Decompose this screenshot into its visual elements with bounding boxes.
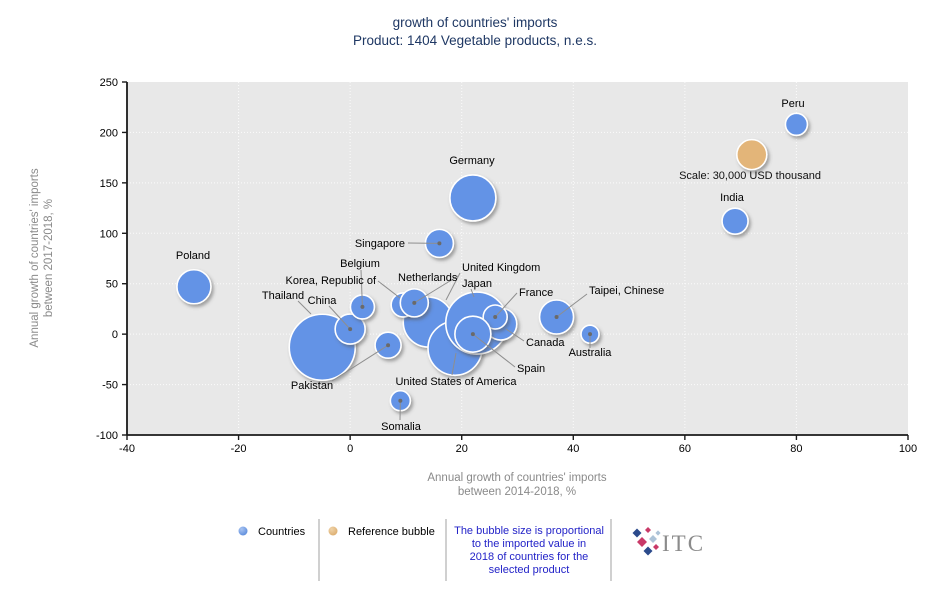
leader-line-france (494, 292, 518, 318)
legend-countries-dot (238, 526, 248, 536)
itc-logo-diamond (649, 535, 657, 543)
x-tick-label-80: 80 (790, 443, 802, 455)
tick-labels: -40 -20 0 20 40 60 80 100 -100 -50 0 50 100 150 200 250 (96, 77, 917, 455)
bubble-label-india: India (720, 192, 745, 204)
leader-line-thailand (297, 300, 312, 315)
leader-line-taipei-chinese (556, 293, 588, 318)
bubble-label-poland: Poland (176, 250, 210, 262)
bubble-label-united-kingdom: United Kingdom (462, 262, 540, 274)
legend-note-line2: to the imported value in (472, 538, 586, 550)
bubble-label-taipei-chinese: Taipei, Chinese (589, 285, 664, 297)
itc-logo-icon (632, 527, 661, 556)
itc-logo-diamond (643, 546, 653, 556)
itc-logo: ITC (632, 527, 705, 556)
bubble-label-china: China (308, 295, 338, 307)
bubble-label-canada: Canada (526, 337, 565, 349)
bubble-label-japan: Japan (462, 278, 492, 290)
x-tick-label--20: -20 (231, 443, 247, 455)
bubble-poland[interactable] (176, 268, 212, 305)
legend-note-line3: 2018 of countries for the (470, 551, 589, 563)
x-axis-title-line1: Annual growth of countries' imports (427, 472, 607, 484)
bubble-label-singapore: Singapore (355, 238, 405, 250)
bubble-center-dot-belgium (360, 304, 365, 309)
bubble-center-dot-china (348, 327, 353, 332)
leader-line-netherlands (414, 275, 459, 304)
bubble-germany[interactable] (449, 174, 497, 222)
bubble-label-germany: Germany (449, 155, 495, 167)
axes (122, 81, 909, 440)
itc-logo-diamond (632, 528, 642, 538)
y-tick-label-50: 50 (106, 279, 118, 291)
bubble-label-pakistan: Pakistan (291, 380, 333, 392)
bubbles-layer (176, 112, 809, 412)
leader-line-canada (505, 328, 525, 342)
itc-logo-diamond (655, 530, 661, 536)
bubble-label-peru: Peru (781, 98, 804, 110)
x-tick-label--40: -40 (119, 443, 135, 455)
leader-line-belgium (360, 269, 363, 307)
x-tick-label-60: 60 (679, 443, 691, 455)
y-tick-label-0: 0 (112, 329, 118, 341)
itc-logo-diamond (653, 544, 659, 550)
legend-reference-label: Reference bubble (348, 526, 435, 538)
bubble-center-dot-singapore (437, 241, 442, 246)
leader-line-korea-republic-of (377, 280, 401, 299)
x-tick-label-20: 20 (456, 443, 468, 455)
legend: Countries Reference bubble The bubble si… (238, 519, 612, 581)
bubble-label-belgium: Belgium (340, 258, 380, 270)
y-tick-label-250: 250 (100, 77, 118, 89)
reference-bubble (735, 138, 768, 171)
y-tick-label-200: 200 (100, 127, 118, 139)
y-tick-label--50: -50 (102, 380, 118, 392)
itc-logo-diamond (645, 527, 651, 533)
bubble-label-france: France (519, 287, 553, 299)
leader-line-pakistan (331, 344, 389, 382)
reference-scale-label: Scale: 30,000 USD thousand (679, 170, 821, 182)
x-tick-label-40: 40 (567, 443, 579, 455)
bubble-center-dot-spain (470, 332, 475, 337)
bubble-center-dot-somalia (398, 398, 403, 403)
y-axis-title-line2: between 2017-2018, % (43, 199, 55, 317)
chart-title-line2: Product: 1404 Vegetable products, n.e.s. (353, 33, 597, 48)
y-axis-title-line1: Annual growth of countries' imports (29, 168, 41, 348)
x-axis-title-line2: between 2014-2018, % (458, 486, 576, 498)
itc-logo-text: ITC (662, 531, 705, 556)
bubble-label-netherlands: Netherlands (398, 272, 458, 284)
itc-logo-diamond (637, 537, 647, 547)
legend-note-line1: The bubble size is proportional (454, 525, 604, 537)
y-tick-label--100: -100 (96, 430, 118, 442)
y-tick-label-100: 100 (100, 228, 118, 240)
leader-lines-layer (297, 241, 593, 421)
bubble-label-australia: Australia (569, 347, 613, 359)
chart-title-line1: growth of countries' imports (393, 15, 558, 30)
bubble-center-dot-taipei-chinese (554, 314, 559, 319)
bubble-label-thailand: Thailand (262, 290, 304, 302)
bubble-label-spain: Spain (517, 363, 545, 375)
bubble-label-united-states-of-america: United States of America (395, 376, 517, 388)
legend-countries-label: Countries (258, 526, 306, 538)
y-tick-label-150: 150 (100, 178, 118, 190)
plot-area (127, 82, 908, 435)
bubble-peru[interactable] (784, 112, 809, 137)
x-tick-label-100: 100 (899, 443, 917, 455)
bubble-labels-layer: Thailand United Kingdom United States of A… (176, 98, 821, 433)
bubble-center-dot-france (493, 314, 498, 319)
bubble-label-somalia: Somalia (381, 421, 422, 433)
leader-line-spain (472, 333, 516, 368)
leader-line-united-kingdom (445, 272, 461, 301)
x-tick-label-0: 0 (347, 443, 353, 455)
bubble-center-dot-pakistan (386, 343, 391, 348)
leader-line-china (328, 305, 351, 330)
leader-line-japan (470, 288, 475, 298)
bubble-center-dot-australia (588, 332, 593, 337)
legend-note-line4: selected product (489, 564, 570, 576)
bubble-center-dot-netherlands (412, 300, 417, 305)
legend-reference-dot (328, 526, 338, 536)
bubble-label-korea-republic-of: Korea, Republic of (286, 275, 377, 287)
leader-line-united-states-of-america (451, 352, 457, 376)
gridlines (127, 82, 908, 435)
bubble-india[interactable] (721, 207, 749, 235)
